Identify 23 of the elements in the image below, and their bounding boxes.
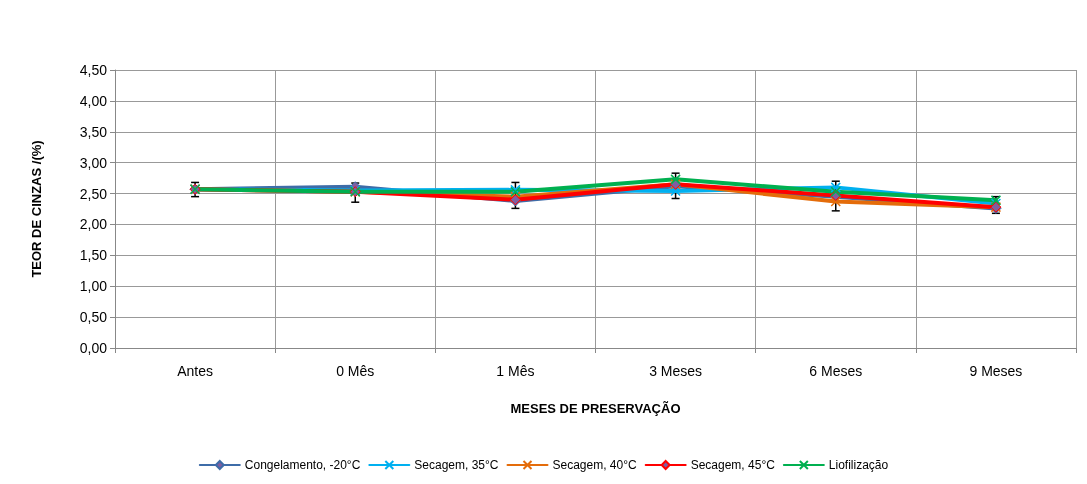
legend-label: Secagem, 40°C [552, 458, 637, 472]
y-tick-label: 1,00 [79, 278, 108, 295]
x-tick-label: 0 Mês [336, 363, 375, 379]
legend-label: Secagem, 45°C [690, 458, 776, 472]
y-tick-label: 4,00 [79, 92, 108, 109]
x-axis-title: MESES DE PRESERVAÇÃO [510, 401, 681, 416]
legend-label: Congelamento, -20°C [244, 458, 361, 472]
y-tick-label: 2,00 [79, 216, 108, 233]
y-axis-title: TEOR DE CINZAS /(%) [29, 140, 44, 278]
y-tick-label: 4,50 [79, 62, 108, 78]
y-tick-label: 0,00 [79, 340, 108, 356]
x-tick-label: 3 Meses [649, 363, 703, 379]
legend-label: Liofilização [828, 458, 889, 472]
y-tick-label: 2,50 [79, 185, 108, 202]
y-tick-label: 0,50 [79, 309, 108, 326]
legend-label: Secagem, 35°C [414, 458, 499, 472]
y-tick-label: 3,50 [79, 123, 108, 140]
x-tick-label: 1 Mês [496, 363, 535, 379]
x-tick-label: 6 Meses [809, 363, 863, 379]
x-tick-label: 9 Meses [969, 363, 1023, 379]
y-tick-label: 1,50 [79, 247, 108, 264]
x-tick-label: Antes [177, 363, 213, 379]
y-tick-label: 3,00 [79, 154, 108, 171]
